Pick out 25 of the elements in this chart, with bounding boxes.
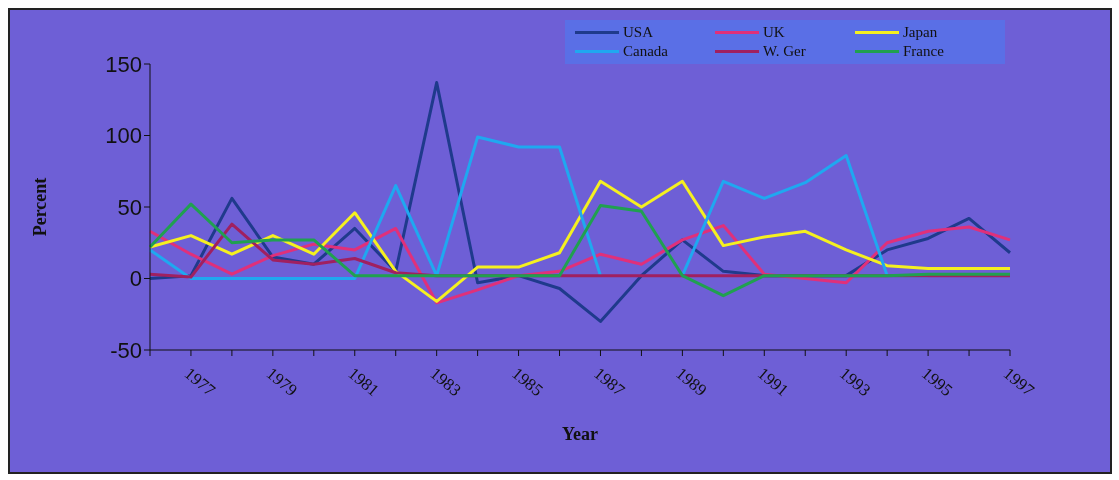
x-tick-label: 1987 xyxy=(590,363,629,401)
y-tick-label: 50 xyxy=(117,194,142,220)
x-tick-label: 1993 xyxy=(835,363,875,401)
x-axis-title: Year xyxy=(562,424,598,444)
y-tick-label: 150 xyxy=(105,51,142,77)
legend-label: Japan xyxy=(902,24,939,41)
line-series xyxy=(148,202,1012,298)
x-tick-label: 1997 xyxy=(999,363,1039,401)
x-tick-label: 1977 xyxy=(180,363,220,401)
x-tick-label: 1981 xyxy=(344,363,383,401)
legend-label: W. Ger xyxy=(762,43,807,60)
x-tick-label: 1979 xyxy=(262,363,301,401)
x-tick-label: 1989 xyxy=(672,363,711,401)
legend-label: UK xyxy=(762,24,786,41)
x-tick-label: 1991 xyxy=(754,363,793,401)
legend-label: Canada xyxy=(622,43,669,60)
legend-label: USA xyxy=(622,24,654,41)
legend-label: France xyxy=(902,43,945,60)
y-tick-label: 100 xyxy=(105,123,142,149)
x-tick-label: 1983 xyxy=(426,363,465,401)
y-axis-title: Percent xyxy=(30,177,51,237)
y-tick-label: 0 xyxy=(129,266,142,292)
x-tick-label: 1985 xyxy=(508,363,547,401)
x-tick-label: 1995 xyxy=(917,363,957,401)
y-tick-label: -50 xyxy=(110,337,142,363)
